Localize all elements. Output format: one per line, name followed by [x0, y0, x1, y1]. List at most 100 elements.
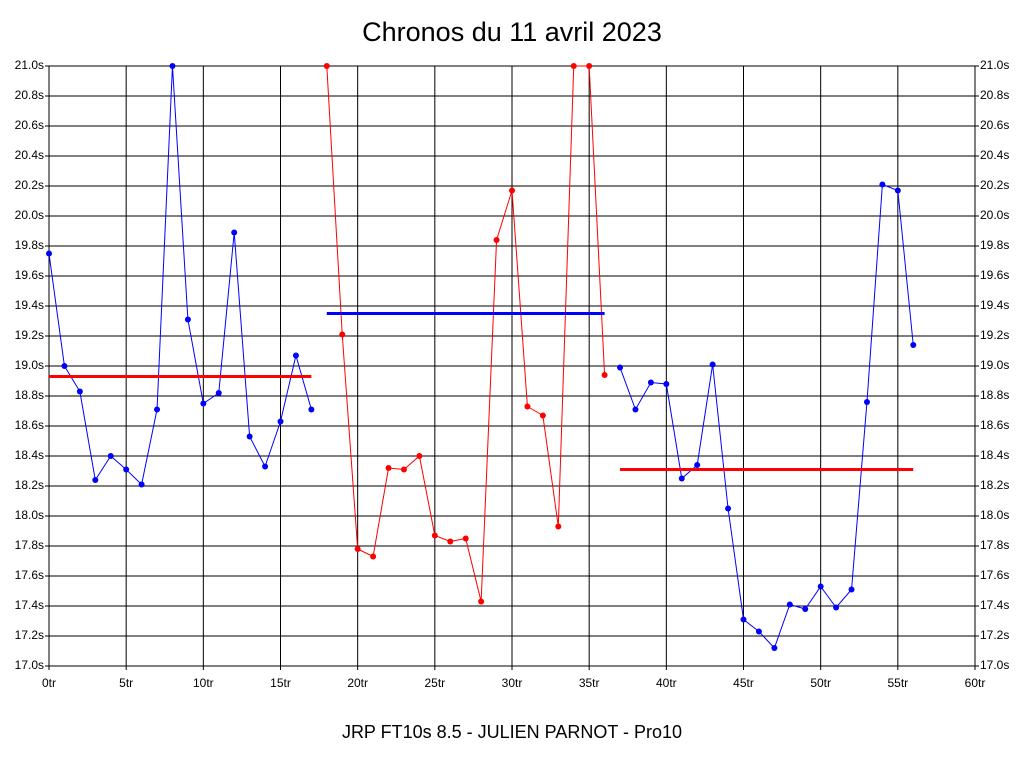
data-point: [863, 399, 870, 405]
data-point: [694, 462, 701, 468]
y-tick-label: 17.0s: [15, 658, 44, 672]
y-tick-label: 17.8s: [15, 538, 44, 552]
data-point: [61, 363, 68, 369]
y-tick-label: 20.2s: [15, 178, 44, 192]
data-point: [493, 237, 500, 243]
chart-title: Chronos du 11 avril 2023: [362, 17, 662, 47]
data-point: [617, 364, 624, 371]
data-point: [339, 331, 346, 338]
data-point: [400, 466, 407, 473]
data-point: [46, 250, 52, 257]
x-tick-label: 50tr: [810, 676, 831, 690]
data-point: [786, 601, 793, 608]
y2-tick-label: 21.0s: [980, 58, 1009, 72]
data-point: [370, 553, 377, 560]
data-point: [894, 187, 901, 194]
series-line: [48, 65, 312, 486]
data-point: [308, 406, 315, 413]
data-point: [138, 481, 145, 488]
data-point: [76, 388, 83, 395]
data-point: [879, 181, 886, 188]
data-point: [354, 546, 361, 552]
y-tick-label: 19.2s: [15, 328, 44, 342]
data-point: [277, 418, 284, 425]
y2-tick-label: 19.2s: [980, 328, 1009, 342]
data-point: [725, 505, 732, 512]
y-tick-label: 18.6s: [15, 418, 44, 432]
data-point: [200, 400, 207, 407]
data-point: [385, 465, 392, 471]
plot-frame: [48, 65, 976, 667]
data-point: [323, 63, 330, 69]
y-tick-label: 17.6s: [15, 568, 44, 582]
data-point: [478, 598, 485, 605]
y2-tick-label: 20.0s: [980, 208, 1009, 222]
data-point: [833, 604, 840, 611]
y-tick-label: 20.4s: [15, 148, 44, 162]
data-point: [447, 538, 454, 545]
y-tick-label: 18.8s: [15, 388, 44, 402]
data-point: [802, 606, 809, 612]
y-tick-label: 19.6s: [15, 268, 44, 282]
data-point: [184, 316, 191, 323]
x-tick-label: 20tr: [347, 676, 368, 690]
y2-tick-label: 18.4s: [980, 448, 1009, 462]
data-point: [771, 645, 778, 651]
x-tick-label: 55tr: [887, 676, 908, 690]
y-tick-label: 19.8s: [15, 238, 44, 252]
y2-tick-label: 18.6s: [980, 418, 1009, 432]
data-point: [416, 453, 423, 459]
x-tick-label: 45tr: [733, 676, 754, 690]
y-tick-label: 17.4s: [15, 598, 44, 612]
x-tick-label: 15tr: [270, 676, 291, 690]
y2-tick-label: 20.6s: [980, 118, 1009, 132]
data-point: [848, 586, 855, 593]
data-point: [292, 352, 299, 359]
data-point: [755, 628, 762, 635]
y-tick-label: 18.2s: [15, 478, 44, 492]
data-point: [601, 372, 608, 378]
data-point: [262, 463, 269, 470]
data-point: [154, 406, 161, 413]
x-tick-label: 25tr: [424, 676, 445, 690]
data-point: [740, 616, 747, 623]
y-tick-label: 21.0s: [15, 58, 44, 72]
data-point: [910, 342, 917, 348]
data-point: [431, 532, 438, 539]
data-point: [123, 466, 130, 473]
y2-tick-label: 18.0s: [980, 508, 1009, 522]
x-tick-label: 10tr: [193, 676, 214, 690]
data-point: [555, 523, 562, 530]
y-tick-label: 18.0s: [15, 508, 44, 522]
data-point: [817, 583, 824, 590]
y-tick-label: 20.8s: [15, 88, 44, 102]
data-point: [215, 390, 222, 396]
data-point: [663, 381, 670, 387]
data-point: [632, 406, 639, 413]
data-point: [246, 433, 253, 440]
chart-footer: JRP FT10s 8.5 - JULIEN PARNOT - Pro10: [342, 722, 682, 742]
y2-tick-label: 17.2s: [980, 628, 1009, 642]
x-tick-label: 40tr: [656, 676, 677, 690]
series-line: [619, 183, 914, 649]
y2-tick-label: 19.6s: [980, 268, 1009, 282]
y2-tick-label: 18.8s: [980, 388, 1009, 402]
data-point: [107, 453, 114, 459]
y2-tick-label: 19.4s: [980, 298, 1009, 312]
data-point: [92, 477, 99, 483]
y2-tick-label: 17.0s: [980, 658, 1009, 672]
y-tick-label: 20.6s: [15, 118, 44, 132]
data-point: [169, 63, 176, 69]
x-tick-label: 60tr: [965, 676, 986, 690]
data-point: [570, 63, 577, 69]
data-point: [709, 361, 716, 368]
x-tick-label: 0tr: [42, 676, 56, 690]
y2-tick-label: 18.2s: [980, 478, 1009, 492]
data-point: [678, 475, 685, 482]
y2-tick-label: 17.4s: [980, 598, 1009, 612]
y-tick-label: 19.0s: [15, 358, 44, 372]
x-tick-label: 30tr: [502, 676, 523, 690]
y2-tick-label: 20.2s: [980, 178, 1009, 192]
data-point: [586, 63, 593, 69]
